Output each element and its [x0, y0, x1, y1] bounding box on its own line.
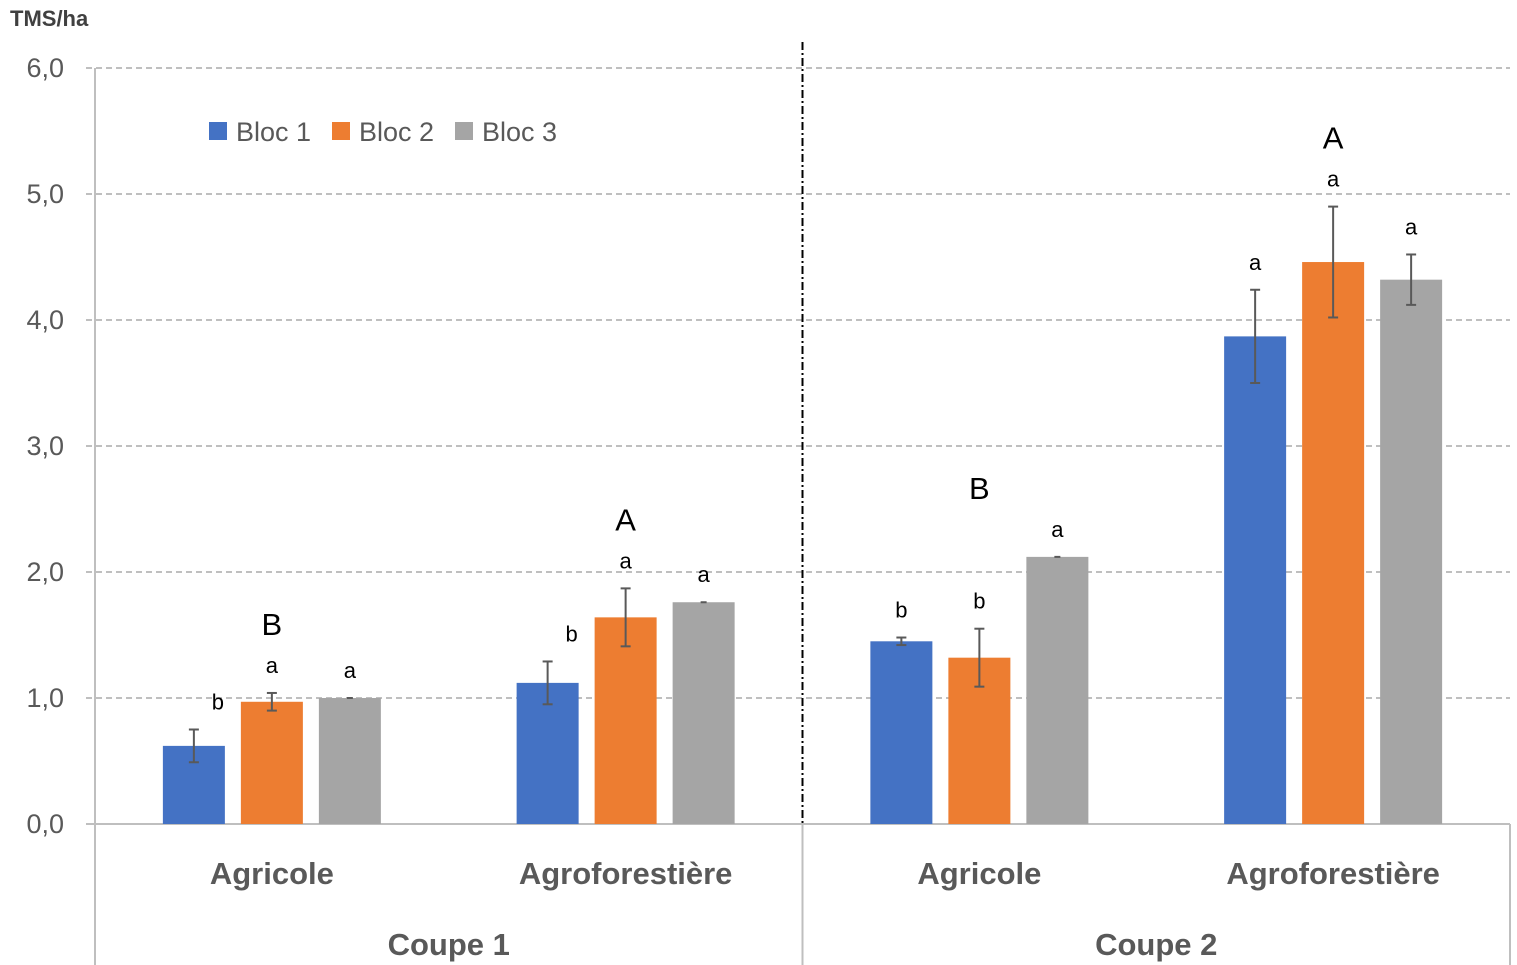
category-significance-letter: A — [1323, 121, 1344, 156]
bar — [594, 617, 657, 824]
error-bars — [188, 205, 1417, 764]
y-tick-label: 1,0 — [26, 683, 64, 713]
group-label: Coupe 2 — [1095, 927, 1217, 962]
y-tick-label: 2,0 — [26, 557, 64, 587]
significance-letter: b — [566, 621, 578, 646]
group-label: Coupe 1 — [388, 927, 510, 962]
bar — [516, 682, 579, 824]
category-significance-letter: A — [615, 502, 636, 537]
y-tick-label: 5,0 — [26, 179, 64, 209]
bar — [1224, 336, 1287, 824]
significance-letter: a — [1051, 517, 1064, 542]
significance-letter: b — [973, 589, 985, 614]
significance-letter: b — [212, 690, 224, 715]
significance-letter: a — [698, 562, 711, 587]
bar — [1026, 556, 1089, 824]
significance-letter: a — [1327, 167, 1340, 192]
significance-letter: a — [1249, 250, 1262, 275]
bars — [162, 262, 1443, 824]
y-tick-label: 6,0 — [26, 53, 64, 83]
significance-letter: a — [620, 548, 633, 573]
legend-swatch — [455, 122, 473, 140]
gridlines — [86, 67, 1510, 699]
category-label: Agroforestière — [519, 856, 733, 891]
bar — [672, 602, 735, 824]
legend-label: Bloc 2 — [359, 117, 434, 147]
category-label: Agricole — [917, 856, 1041, 891]
bar — [318, 698, 381, 824]
bar — [1302, 262, 1365, 824]
significance-letter: a — [344, 658, 357, 683]
y-axis-unit-label: TMS/ha — [10, 6, 89, 31]
y-tick-label: 3,0 — [26, 431, 64, 461]
y-tick-label: 0,0 — [26, 809, 64, 839]
y-tick-label: 4,0 — [26, 305, 64, 335]
significance-letter: a — [1405, 214, 1418, 239]
legend-label: Bloc 1 — [236, 117, 311, 147]
legend: Bloc 1 Bloc 2 Bloc 3 — [209, 117, 557, 147]
category-labels: Coupe 1 Agricole Agroforestière Coupe 2 Agri… — [210, 856, 1440, 962]
bar — [240, 701, 303, 824]
bar — [870, 641, 933, 824]
category-significance-letter: B — [262, 607, 283, 642]
legend-label: Bloc 3 — [482, 117, 557, 147]
legend-swatch — [332, 122, 350, 140]
significance-letter: b — [895, 598, 907, 623]
category-label: Agricole — [210, 856, 334, 891]
category-label: Agroforestière — [1226, 856, 1440, 891]
bar — [1380, 279, 1443, 824]
category-significance-letter: B — [969, 471, 990, 506]
significance-letter: a — [266, 653, 279, 678]
legend-swatch — [209, 122, 227, 140]
